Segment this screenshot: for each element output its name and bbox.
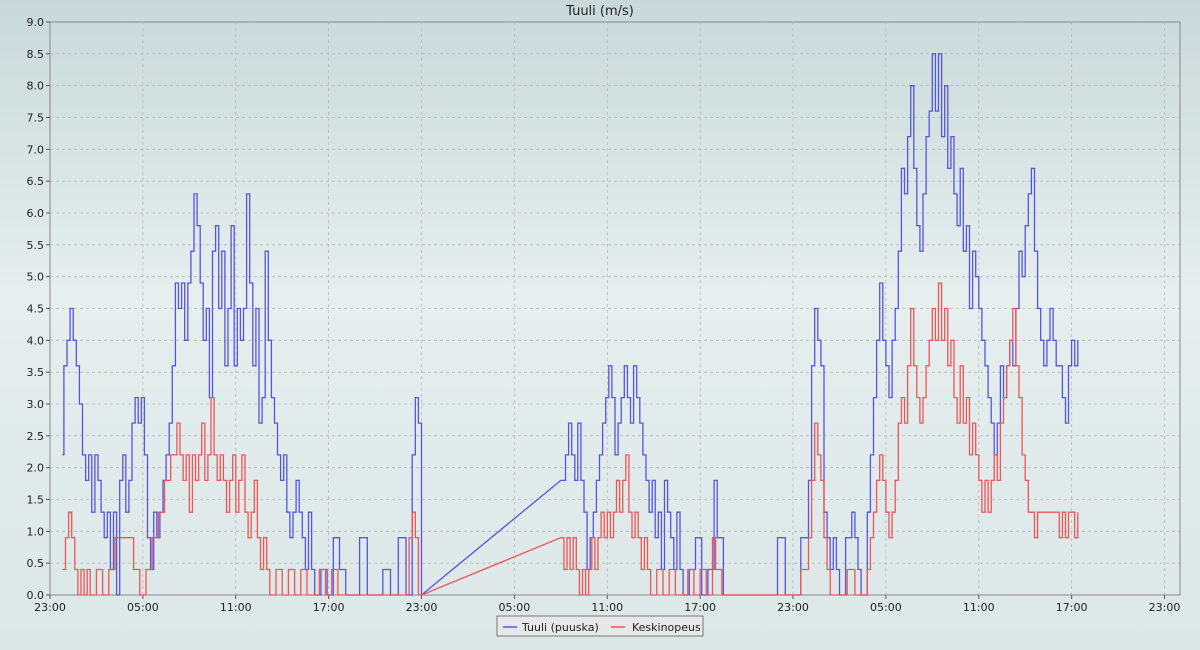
series-lines bbox=[62, 53, 1079, 597]
y-tick-label: 7.5 bbox=[27, 112, 45, 125]
y-tick-label: 2.5 bbox=[27, 430, 45, 443]
y-tick-label: 1.0 bbox=[27, 525, 45, 538]
y-tick-label: 2.0 bbox=[27, 462, 45, 475]
y-tick-label: 5.0 bbox=[27, 271, 45, 284]
x-tick-label: 11:00 bbox=[963, 601, 995, 614]
y-tick-label: 8.5 bbox=[27, 48, 45, 61]
legend: Tuuli (puuska) Keskinopeus bbox=[496, 615, 704, 637]
y-tick-label: 9.0 bbox=[27, 16, 45, 29]
y-axis: 0.0 0.5 1.0 1.5 2.0 2.5 3.0 3.5 4.0 4.5 5.0 5.5 6.0 6… bbox=[27, 16, 50, 602]
y-tick-label: 0.5 bbox=[27, 557, 45, 570]
x-tick-label: 11:00 bbox=[591, 601, 623, 614]
series-line-average bbox=[62, 282, 1079, 596]
legend-box bbox=[496, 615, 704, 637]
y-tick-label: 7.0 bbox=[27, 143, 45, 156]
y-tick-label: 5.5 bbox=[27, 239, 45, 252]
x-tick-label: 23:00 bbox=[406, 601, 438, 614]
x-tick-label: 23:00 bbox=[34, 601, 66, 614]
y-tick-label: 8.0 bbox=[27, 80, 45, 93]
x-axis: 23:00 05:00 11:00 17:00 23:00 05:00 11:00 17:00… bbox=[34, 595, 1180, 614]
x-tick-label: 11:00 bbox=[220, 601, 252, 614]
y-tick-label: 4.5 bbox=[27, 303, 45, 316]
x-tick-label: 17:00 bbox=[313, 601, 345, 614]
y-tick-label: 0.0 bbox=[27, 589, 45, 602]
y-tick-label: 3.0 bbox=[27, 398, 45, 411]
x-tick-label: 23:00 bbox=[1149, 601, 1181, 614]
y-tick-label: 1.5 bbox=[27, 494, 45, 507]
x-tick-label: 05:00 bbox=[499, 601, 531, 614]
y-tick-label: 6.0 bbox=[27, 207, 45, 220]
x-tick-label: 05:00 bbox=[870, 601, 902, 614]
x-tick-label: 23:00 bbox=[777, 601, 809, 614]
x-tick-label: 17:00 bbox=[1056, 601, 1088, 614]
chart-title: Tuuli (m/s) bbox=[565, 4, 634, 19]
x-tick-label: 17:00 bbox=[684, 601, 716, 614]
x-tick-label: 05:00 bbox=[127, 601, 159, 614]
y-tick-label: 6.5 bbox=[27, 175, 45, 188]
legend-label-gust: Tuuli (puuska) bbox=[521, 621, 599, 634]
series-line-gust bbox=[62, 53, 1079, 597]
y-tick-label: 4.0 bbox=[27, 334, 45, 347]
y-tick-label: 3.5 bbox=[27, 366, 45, 379]
legend-label-average: Keskinopeus bbox=[632, 621, 701, 634]
